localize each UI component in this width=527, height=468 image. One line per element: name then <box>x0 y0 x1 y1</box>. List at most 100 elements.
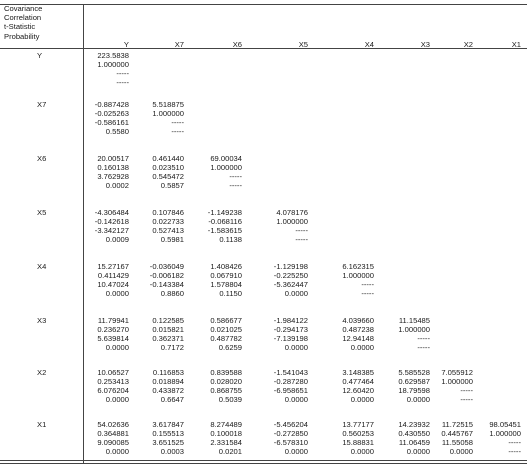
probability-value: 0.0000 <box>284 447 308 456</box>
covariance-value: -1.149238 <box>207 208 242 217</box>
t-statistic-value: ----- <box>361 280 374 289</box>
covariance-value: 3.148385 <box>342 368 374 377</box>
probability-value: 0.0000 <box>105 447 129 456</box>
cell-x7-y: -0.887428 -0.025263 -0.586161 0.5580 <box>84 100 129 136</box>
covariance-value: 0.107846 <box>152 208 184 217</box>
row-label-x4: X4 <box>37 262 47 271</box>
t-statistic-value: 1.578804 <box>210 280 242 289</box>
t-statistic-value: 0.487782 <box>210 334 242 343</box>
t-statistic-value: 9.090085 <box>97 438 129 447</box>
correlation-value: 0.022733 <box>152 217 184 226</box>
t-statistic-value: ----- <box>417 334 430 343</box>
t-statistic-value: 2.331584 <box>210 438 242 447</box>
cell-x7-x7: 5.518875 1.000000 ----- ----- <box>139 100 184 136</box>
bottom-rule <box>0 460 527 461</box>
row-label-x7: X7 <box>37 100 47 109</box>
covariance-value: 10.06527 <box>97 368 129 377</box>
row-label-x3: X3 <box>37 316 47 325</box>
cell-x2-x6: 0.839588 0.028020 0.868755 0.5039 <box>197 368 242 404</box>
column-header-x1: X1 <box>511 40 521 49</box>
t-statistic-value: 0.362371 <box>152 334 184 343</box>
correlation-value: 1.000000 <box>152 109 184 118</box>
t-statistic-value: 0.527413 <box>152 226 184 235</box>
probability-value: 0.0000 <box>350 343 374 352</box>
probability-value: ----- <box>460 395 473 404</box>
t-statistic-value: -6.578310 <box>273 438 308 447</box>
cell-x4-y: 15.27167 0.411429 10.47024 0.0000 <box>84 262 129 298</box>
cell-x2-y: 10.06527 0.253413 6.076204 0.0000 <box>84 368 129 404</box>
cell-x4-x4: 6.162315 1.000000 ----- ----- <box>329 262 374 298</box>
row-label-x6: X6 <box>37 154 47 163</box>
covariance-value: 1.408426 <box>210 262 242 271</box>
probability-value: 0.0000 <box>406 447 430 456</box>
correlation-value: 1.000000 <box>489 429 521 438</box>
probability-value: 0.5981 <box>160 235 184 244</box>
probability-value: 0.5039 <box>218 395 242 404</box>
correlation-value: 0.560253 <box>342 429 374 438</box>
t-statistic-value: 0.868755 <box>210 386 242 395</box>
covariance-value: 11.72515 <box>441 420 473 429</box>
t-statistic-value: 10.47024 <box>97 280 129 289</box>
covariance-value: -0.887428 <box>94 100 129 109</box>
cell-x1-x5: -5.456204 -0.272850 -6.578310 0.0000 <box>263 420 308 456</box>
probability-value: ----- <box>417 343 430 352</box>
correlation-value: -0.272850 <box>273 429 308 438</box>
legend-line-covariance: Covariance <box>4 4 43 13</box>
probability-value: 0.5580 <box>105 127 129 136</box>
cell-x3-x5: -1.984122 -0.294173 -7.139198 0.0000 <box>263 316 308 352</box>
probability-value: ----- <box>295 235 308 244</box>
t-statistic-value: ----- <box>171 118 184 127</box>
covariance-value: -1.541043 <box>273 368 308 377</box>
covariance-value: 3.617847 <box>152 420 184 429</box>
column-header-y: Y <box>123 40 129 49</box>
cell-x2-x3: 5.585528 0.629587 18.79598 0.0000 <box>385 368 430 404</box>
cell-x4-x6: 1.408426 0.067910 1.578804 0.1150 <box>197 262 242 298</box>
covariance-value: 5.585528 <box>398 368 430 377</box>
t-statistic-value: 15.88831 <box>342 438 374 447</box>
correlation-value: 0.477464 <box>342 377 374 386</box>
correlation-value: 1.000000 <box>441 377 473 386</box>
probability-value: 0.0000 <box>284 395 308 404</box>
probability-value: 0.0000 <box>105 395 129 404</box>
correlation-value: 0.018894 <box>152 377 184 386</box>
correlation-value: -0.294173 <box>273 325 308 334</box>
covariance-value: 4.039660 <box>342 316 374 325</box>
correlation-value: -0.025263 <box>94 109 129 118</box>
probability-value: 0.7172 <box>160 343 184 352</box>
column-header-x5: X5 <box>298 40 308 49</box>
header-rule <box>0 48 527 49</box>
covariance-value: 0.839588 <box>210 368 242 377</box>
legend-line-probability: Probability <box>4 31 40 41</box>
probability-value: 0.5857 <box>160 181 184 190</box>
cell-x4-x7: -0.036049 -0.006182 -0.143384 0.8860 <box>139 262 184 298</box>
t-statistic-value: 0.433872 <box>152 386 184 395</box>
correlation-value: 0.236270 <box>97 325 129 334</box>
t-statistic-value: ----- <box>460 386 473 395</box>
correlation-value: 1.000000 <box>97 60 129 69</box>
probability-value: 0.1150 <box>219 289 242 298</box>
correlation-value: 0.629587 <box>398 377 430 386</box>
stat-legend: Covariance Correlation t-Statistic Proba… <box>4 4 42 41</box>
cell-x1-x1: 98.05451 1.000000 ----- ----- <box>476 420 521 456</box>
probability-value: 0.0002 <box>105 181 129 190</box>
t-statistic-value: ----- <box>116 69 129 78</box>
cell-x1-x6: 8.274489 0.100018 2.331584 0.0201 <box>197 420 242 456</box>
correlation-value: 0.487238 <box>342 325 374 334</box>
covariance-value: 15.27167 <box>97 262 129 271</box>
column-header-x2: X2 <box>463 40 473 49</box>
probability-value: ----- <box>229 181 242 190</box>
t-statistic-value: 12.60420 <box>342 386 374 395</box>
covariance-value: 5.518875 <box>152 100 184 109</box>
covariance-value: 4.078176 <box>276 208 308 217</box>
t-statistic-value: ----- <box>229 172 242 181</box>
correlation-value: -0.006182 <box>149 271 184 280</box>
legend-line-correlation: Correlation <box>4 13 42 23</box>
probability-value: 0.1138 <box>219 235 242 244</box>
cell-x3-y: 11.79941 0.236270 5.639814 0.0000 <box>84 316 129 352</box>
probability-value: 0.0000 <box>284 343 308 352</box>
probability-value: 0.8860 <box>160 289 184 298</box>
probability-value: 0.0000 <box>105 289 129 298</box>
probability-value: ----- <box>116 78 129 87</box>
top-rule <box>0 4 527 5</box>
